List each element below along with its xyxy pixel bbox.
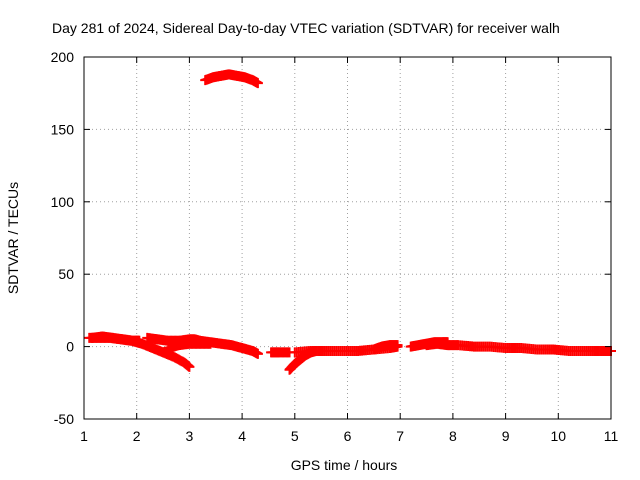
x-tick-label: 8	[449, 428, 457, 444]
y-tick-label: -50	[54, 411, 74, 427]
data-point	[205, 338, 216, 349]
y-axis-label: SDTVAR / TECUs	[5, 182, 21, 294]
data-marks	[84, 69, 616, 375]
series-arc-11	[421, 338, 616, 356]
series-arc-4	[163, 338, 216, 354]
x-tick-label: 10	[551, 428, 567, 444]
x-tick-label: 11	[604, 428, 619, 444]
x-axis-label: GPS time / hours	[291, 457, 398, 473]
x-tick-label: 1	[80, 428, 88, 444]
x-tick-label: 5	[291, 428, 299, 444]
data-point	[252, 348, 263, 359]
x-tick-label: 9	[502, 428, 510, 444]
y-tick-label: 200	[51, 49, 75, 65]
y-tick-label: 0	[66, 339, 74, 355]
data-point	[184, 361, 195, 372]
y-tick-label: 150	[51, 121, 75, 137]
data-point	[134, 335, 145, 346]
chart-title: Day 281 of 2024, Sidereal Day-to-day VTE…	[52, 20, 560, 36]
data-point	[252, 78, 263, 89]
series-arc-6	[266, 347, 295, 358]
series-arc-5	[200, 69, 263, 89]
axis-ticks	[83, 56, 612, 420]
series-arc-9	[368, 340, 403, 355]
x-tick-label: 6	[344, 428, 352, 444]
data-point	[392, 340, 403, 351]
tick-labels: -50 0 50 100 150 200 1 2 3 4 5 6 7 8 9 10 11	[51, 49, 619, 444]
x-tick-label: 7	[396, 428, 404, 444]
grid-lines	[84, 57, 611, 419]
x-tick-label: 2	[133, 428, 141, 444]
x-tick-label: 4	[238, 428, 246, 444]
y-tick-label: 100	[51, 194, 75, 210]
x-tick-label: 3	[186, 428, 194, 444]
series-arc-2	[86, 331, 145, 346]
y-tick-label: 50	[58, 266, 74, 282]
